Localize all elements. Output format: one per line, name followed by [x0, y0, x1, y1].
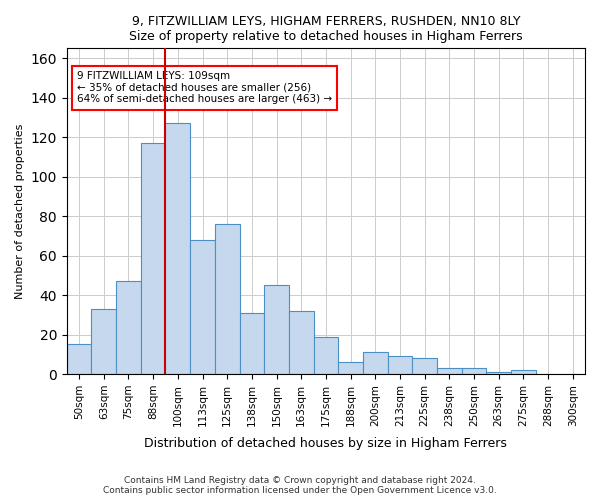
Text: 9 FITZWILLIAM LEYS: 109sqm
← 35% of detached houses are smaller (256)
64% of sem: 9 FITZWILLIAM LEYS: 109sqm ← 35% of deta… — [77, 71, 332, 104]
Bar — [437, 368, 461, 374]
Bar — [486, 372, 511, 374]
Title: 9, FITZWILLIAM LEYS, HIGHAM FERRERS, RUSHDEN, NN10 8LY
Size of property relative: 9, FITZWILLIAM LEYS, HIGHAM FERRERS, RUS… — [129, 15, 523, 43]
Bar — [412, 358, 437, 374]
Bar — [314, 336, 338, 374]
Bar — [190, 240, 215, 374]
Text: Contains HM Land Registry data © Crown copyright and database right 2024.
Contai: Contains HM Land Registry data © Crown c… — [103, 476, 497, 495]
Y-axis label: Number of detached properties: Number of detached properties — [15, 124, 25, 299]
Bar — [388, 356, 412, 374]
Bar — [91, 309, 116, 374]
Bar — [511, 370, 536, 374]
Bar — [239, 313, 264, 374]
X-axis label: Distribution of detached houses by size in Higham Ferrers: Distribution of detached houses by size … — [145, 437, 508, 450]
Bar — [289, 311, 314, 374]
Bar — [461, 368, 486, 374]
Bar — [264, 285, 289, 374]
Bar — [215, 224, 239, 374]
Bar — [363, 352, 388, 374]
Bar — [67, 344, 91, 374]
Bar — [141, 143, 166, 374]
Bar — [338, 362, 363, 374]
Bar — [166, 124, 190, 374]
Bar — [116, 282, 141, 374]
